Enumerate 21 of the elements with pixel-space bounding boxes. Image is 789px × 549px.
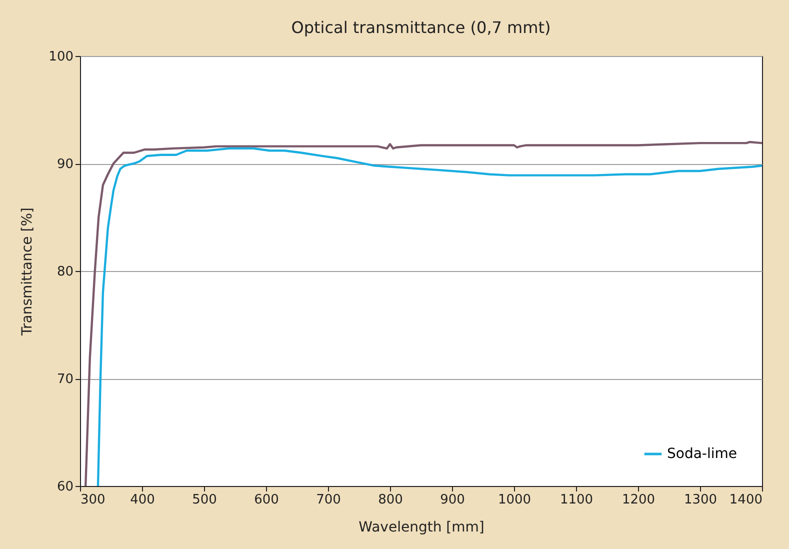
y-tick-label: 80 xyxy=(56,264,74,280)
x-axis-title: Wavelength [mm] xyxy=(358,520,484,536)
y-tick-label: 60 xyxy=(56,480,74,494)
y-tick-label: 100 xyxy=(48,50,74,64)
x-tick-label: 600 xyxy=(254,492,279,508)
x-tick-label: 700 xyxy=(316,492,341,508)
y-axis-title: Transmittance [%] xyxy=(20,208,36,336)
y-tick-label: 70 xyxy=(56,372,74,387)
chart-title: Optical transmittance (0,7 mmt) xyxy=(291,18,551,37)
x-tick-label: 300 xyxy=(80,492,106,508)
x-tick-label: 1000 xyxy=(498,492,532,508)
x-tick-label: 500 xyxy=(192,492,217,508)
x-tick-label: 1100 xyxy=(560,492,594,508)
x-tick-label: 1200 xyxy=(622,492,656,508)
x-tick-label: 1300 xyxy=(684,492,718,508)
x-tick-label: 400 xyxy=(130,492,155,508)
legend-label: Soda-lime xyxy=(667,446,737,462)
x-tick-label: 900 xyxy=(440,492,465,508)
y-tick-label: 90 xyxy=(56,157,74,172)
x-tick-label: 1400 xyxy=(729,492,762,508)
x-tick-label: 800 xyxy=(378,492,403,508)
